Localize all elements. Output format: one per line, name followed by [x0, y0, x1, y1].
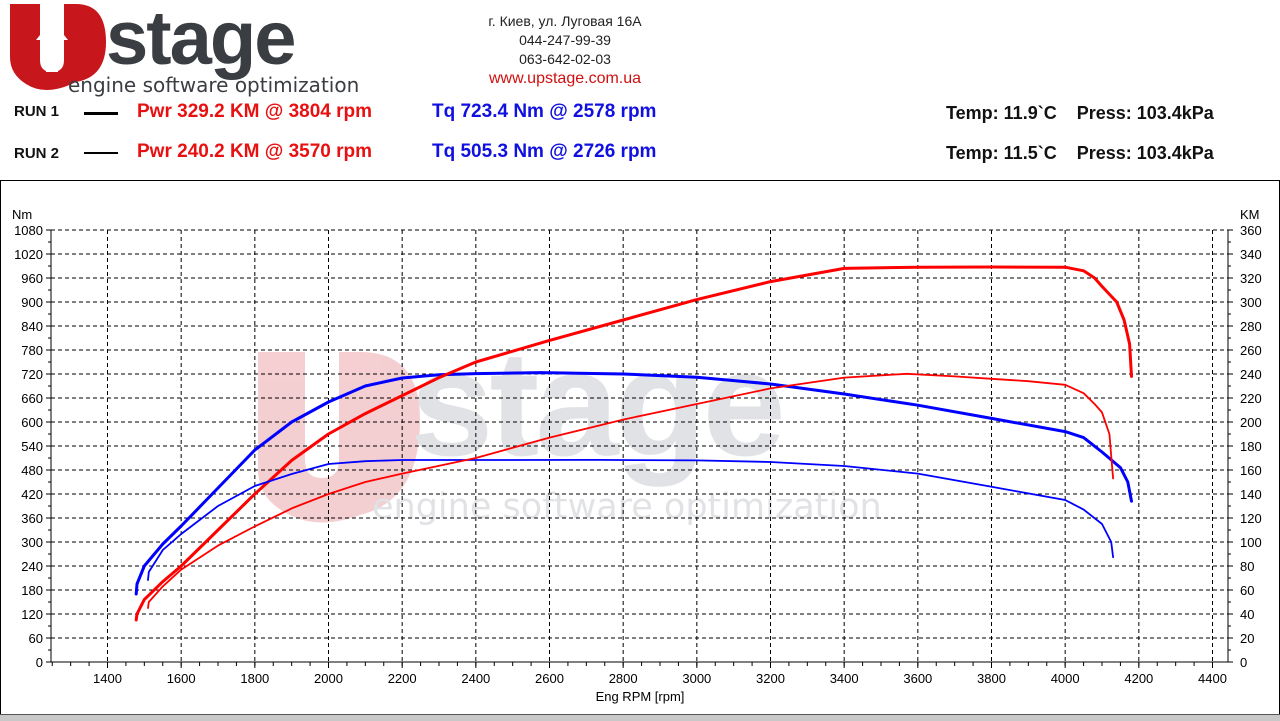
- y-right-tick-label: 60: [1240, 583, 1254, 598]
- y-left-tick-label: 180: [21, 583, 43, 598]
- bottom-scrollbar: [0, 714, 1280, 721]
- x-tick-label: 3800: [977, 671, 1006, 686]
- x-tick-label: 2600: [535, 671, 564, 686]
- y-left-tick-label: 720: [21, 367, 43, 382]
- run-2-power-curve: [147, 372, 1114, 609]
- x-tick-label: 1600: [167, 671, 196, 686]
- run-1-torque: Tq 723.4 Nm @ 2578 rpm: [432, 101, 657, 122]
- y-right-tick-label: 280: [1240, 319, 1262, 334]
- contact-info: г. Киев, ул. Луговая 16А 044-247-99-39 0…: [440, 12, 690, 88]
- y-right-tick-label: 220: [1240, 391, 1262, 406]
- phone-1: 044-247-99-39: [519, 32, 611, 48]
- y-left-tick-label: 600: [21, 415, 43, 430]
- y-right-tick-label: 320: [1240, 271, 1262, 286]
- y-right-tick-label: 20: [1240, 631, 1254, 646]
- y-right-tick-label: 140: [1240, 487, 1262, 502]
- run-1-conditions: Temp: 11.9`C Press: 103.4kPa: [946, 103, 1214, 123]
- y-left-tick-label: 300: [21, 535, 43, 550]
- run-1-power-curve: [134, 265, 1133, 622]
- svg-text:stage: stage: [106, 2, 295, 81]
- x-tick-label: 2200: [388, 671, 417, 686]
- x-tick-label: 2800: [609, 671, 638, 686]
- y-left-tick-label: 360: [21, 511, 43, 526]
- y-left-tick-label: 0: [36, 655, 43, 670]
- svg-text:engine software optimization: engine software optimization: [68, 73, 359, 97]
- y-right-tick-label: 100: [1240, 535, 1262, 550]
- x-tick-label: 4000: [1051, 671, 1080, 686]
- run-2-conditions: Temp: 11.5`C Press: 103.4kPa: [946, 143, 1214, 163]
- y-right-tick-label: 160: [1240, 463, 1262, 478]
- x-tick-label: 4400: [1198, 671, 1227, 686]
- run-1-label: RUN 1: [14, 103, 60, 120]
- x-axis-label: Eng RPM [rpm]: [596, 689, 685, 704]
- y-left-tick-label: 120: [21, 607, 43, 622]
- y-right-tick-label: 40: [1240, 607, 1254, 622]
- y-left-tick-label: 240: [21, 559, 43, 574]
- y-left-tick-label: 960: [21, 271, 43, 286]
- y-right-tick-label: 340: [1240, 247, 1262, 262]
- y-left-tick-label: 540: [21, 439, 43, 454]
- run-2-power: Pwr 240.2 KM @ 3570 rpm: [137, 141, 373, 162]
- x-tick-label: 3000: [682, 671, 711, 686]
- svg-text:engine software optimization: engine software optimization: [372, 487, 882, 527]
- y-left-tick-label: 1020: [14, 247, 43, 262]
- y-right-tick-label: 260: [1240, 343, 1262, 358]
- x-tick-label: 1400: [93, 671, 122, 686]
- y-right-tick-label: 300: [1240, 295, 1262, 310]
- y-left-tick-label: 840: [21, 319, 43, 334]
- y-right-tick-label: 0: [1240, 655, 1247, 670]
- run-1-torque-curve: [134, 371, 1133, 596]
- x-tick-label: 2400: [461, 671, 490, 686]
- run-2-line-sample: [84, 152, 118, 154]
- address: г. Киев, ул. Луговая 16А: [488, 13, 642, 29]
- y-right-tick-label: 180: [1240, 439, 1262, 454]
- x-tick-label: 2000: [314, 671, 343, 686]
- upstage-logo: stage engine software optimization: [6, 0, 406, 97]
- run-1-power: Pwr 329.2 KM @ 3804 rpm: [137, 101, 373, 122]
- y-left-tick-label: 1080: [14, 223, 43, 238]
- y-right-tick-label: 120: [1240, 511, 1262, 526]
- y-right-tick-label: 240: [1240, 367, 1262, 382]
- y-left-tick-label: 420: [21, 487, 43, 502]
- x-tick-label: 3200: [756, 671, 785, 686]
- x-tick-label: 1800: [240, 671, 269, 686]
- phone-2: 063-642-02-03: [519, 51, 611, 67]
- y-left-tick-label: 480: [21, 463, 43, 478]
- website-link[interactable]: www.upstage.com.ua: [488, 70, 642, 87]
- run-2-torque-curve: [147, 458, 1114, 581]
- y-left-tick-label: 60: [29, 631, 43, 646]
- run-1-line-sample: [84, 112, 118, 115]
- run-2-torque: Tq 505.3 Nm @ 2726 rpm: [432, 141, 657, 162]
- y-left-tick-label: 660: [21, 391, 43, 406]
- y-right-tick-label: 80: [1240, 559, 1254, 574]
- x-tick-label: 3400: [830, 671, 859, 686]
- y-right-tick-label: 200: [1240, 415, 1262, 430]
- y-left-tick-label: 900: [21, 295, 43, 310]
- y-right-tick-label: 360: [1240, 223, 1262, 238]
- x-tick-label: 3600: [903, 671, 932, 686]
- y-right-label: KM: [1240, 207, 1260, 222]
- y-left-label: Nm: [12, 207, 32, 222]
- y-left-tick-label: 780: [21, 343, 43, 358]
- run-2-label: RUN 2: [14, 145, 60, 162]
- x-tick-label: 4200: [1124, 671, 1153, 686]
